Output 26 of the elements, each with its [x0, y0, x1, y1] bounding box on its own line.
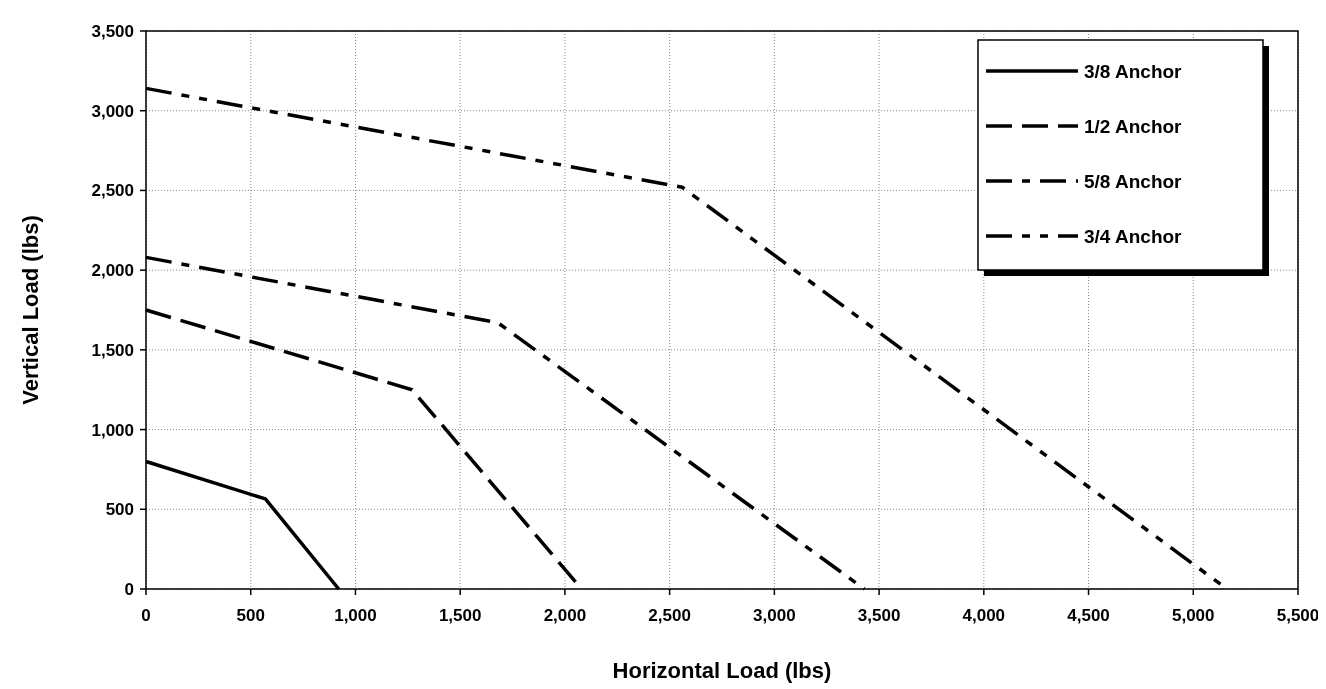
- y-tick-label: 500: [105, 500, 134, 520]
- y-tick-label: 2,000: [91, 261, 134, 281]
- x-tick-label: 0: [141, 606, 151, 625]
- legend-label: 3/8 Anchor: [1084, 60, 1183, 82]
- x-tick-label: 2,500: [648, 606, 691, 625]
- y-tick-label: 1,000: [91, 420, 134, 440]
- legend-label: 3/4 Anchor: [1084, 225, 1183, 247]
- y-tick-label: 1,500: [91, 340, 134, 360]
- x-tick-label: 2,000: [543, 606, 587, 625]
- x-tick-label: 1,500: [438, 606, 482, 625]
- x-tick-label: 3,500: [857, 606, 901, 625]
- y-tick-label: 0: [124, 579, 134, 599]
- x-tick-label: 500: [236, 606, 265, 625]
- x-tick-label: 1,000: [334, 606, 377, 625]
- legend-label: 1/2 Anchor: [1084, 115, 1183, 137]
- x-tick-label: 5,500: [1276, 606, 1320, 625]
- y-axis-title: Vertical Load (lbs): [18, 215, 43, 405]
- x-tick-label: 4,500: [1067, 606, 1110, 625]
- x-tick-label: 4,000: [962, 606, 1006, 625]
- y-tick-label: 2,500: [91, 181, 134, 201]
- x-tick-label: 3,000: [753, 606, 796, 625]
- x-tick-label: 5,000: [1172, 606, 1215, 625]
- y-tick-label: 3,000: [91, 101, 134, 121]
- y-tick-label: 3,500: [91, 21, 134, 41]
- x-axis-title: Horizontal Load (lbs): [612, 658, 832, 683]
- legend-label: 5/8 Anchor: [1084, 170, 1183, 192]
